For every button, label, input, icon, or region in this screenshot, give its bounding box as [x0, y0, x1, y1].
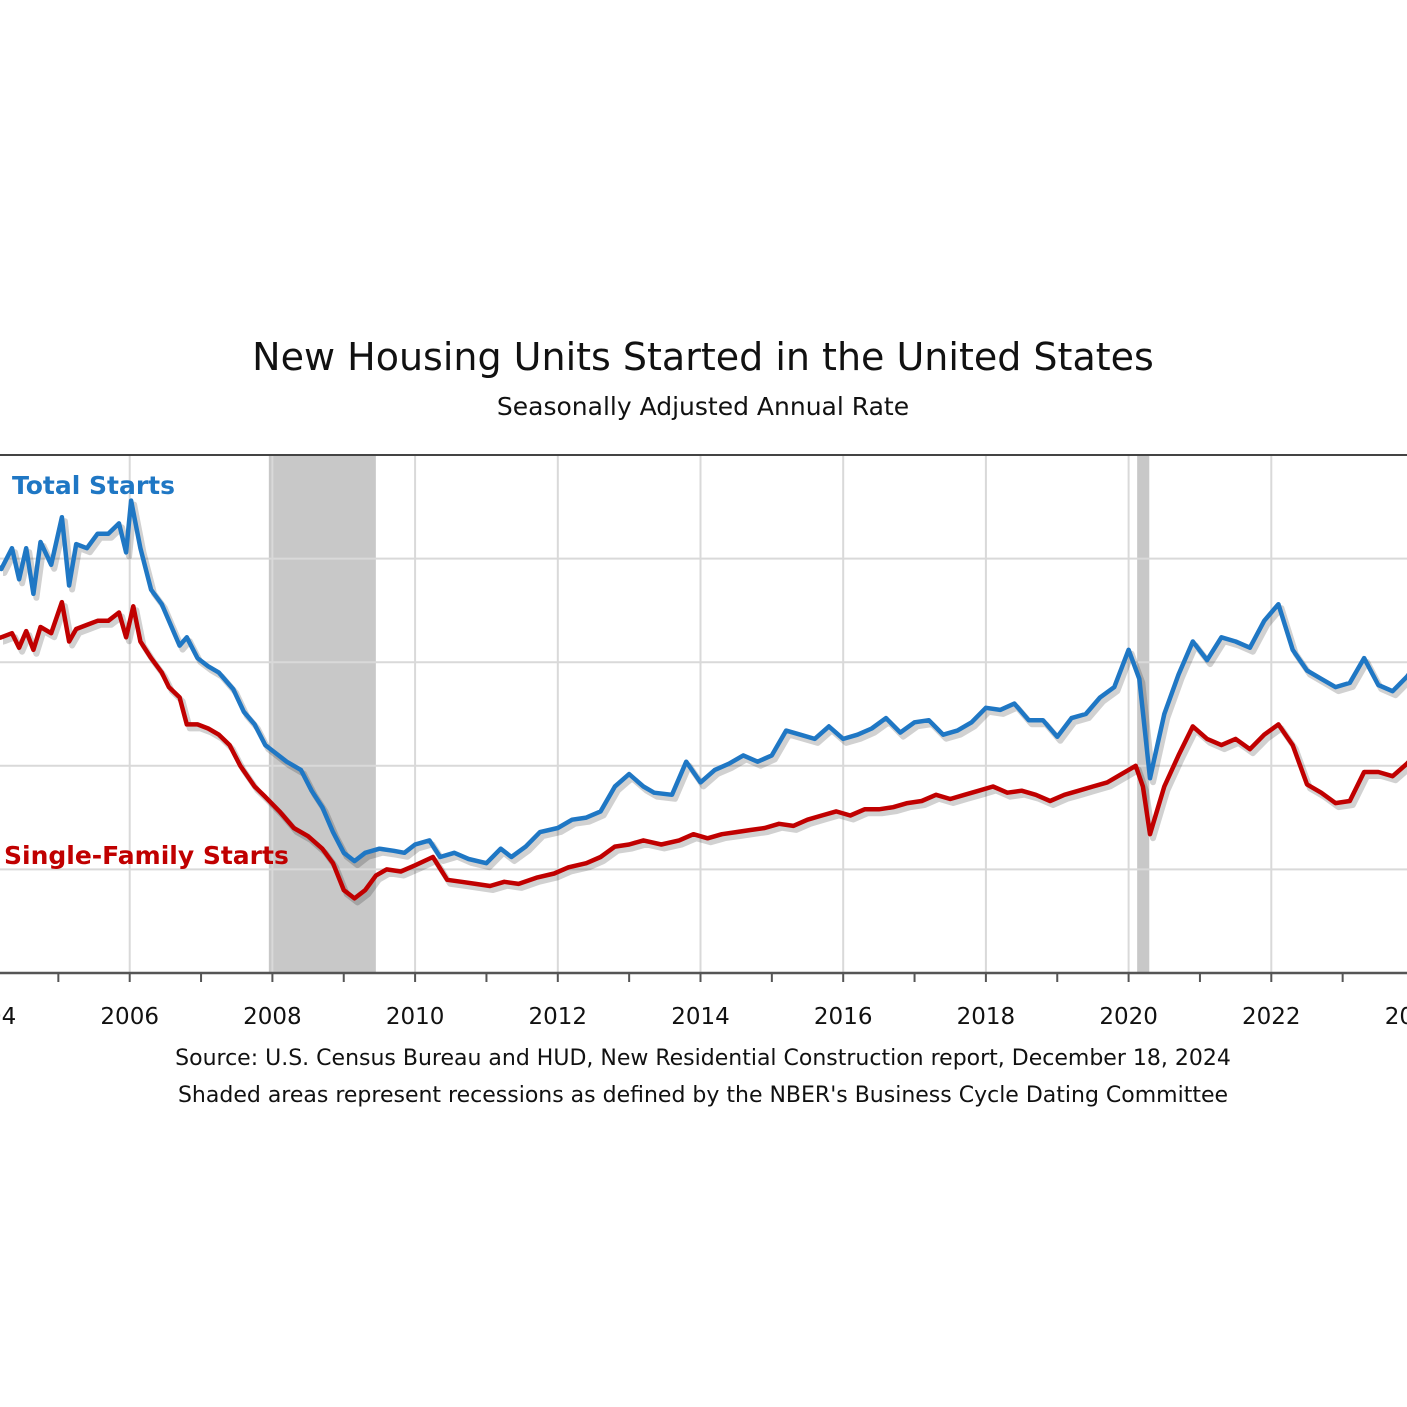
x-tick-label-2022: 2022	[1242, 1004, 1301, 1030]
series-label-total-starts: Total Starts	[12, 471, 175, 500]
single-family-starts-line	[0, 599, 1407, 901]
x-tick-label-2018: 2018	[957, 1004, 1016, 1030]
total-starts-line	[0, 498, 1407, 866]
x-tick-label-2004: 2004	[0, 1004, 16, 1030]
recession-note: Shaded areas represent recessions as def…	[178, 1083, 1228, 1108]
chart-title: New Housing Units Started in the United …	[252, 335, 1154, 379]
x-tick-label-2024: 2024	[1385, 1004, 1407, 1030]
gridlines	[0, 455, 1407, 973]
series-label-single-family-starts: Single-Family Starts	[4, 841, 289, 870]
x-tick-label-2010: 2010	[386, 1004, 445, 1030]
recession-band-0	[268, 455, 376, 973]
x-tick-label-2020: 2020	[1099, 1004, 1158, 1030]
chart-subtitle: Seasonally Adjusted Annual Rate	[497, 392, 909, 421]
source-note: Source: U.S. Census Bureau and HUD, New …	[175, 1046, 1231, 1071]
x-tick-label-2012: 2012	[529, 1004, 588, 1030]
x-tick-label-2016: 2016	[814, 1004, 873, 1030]
x-tick-label-2006: 2006	[100, 1004, 159, 1030]
x-axis-tick-labels: 2004 2006 2008 2010 2012 2014 2016 2018 2020 2022…	[0, 1004, 1407, 1030]
x-tick-label-2008: 2008	[243, 1004, 302, 1030]
x-axis-tick-marks	[57, 973, 1344, 982]
x-tick-label-2014: 2014	[671, 1004, 730, 1030]
recession-shading	[268, 455, 1150, 973]
series-lines	[0, 498, 1407, 906]
